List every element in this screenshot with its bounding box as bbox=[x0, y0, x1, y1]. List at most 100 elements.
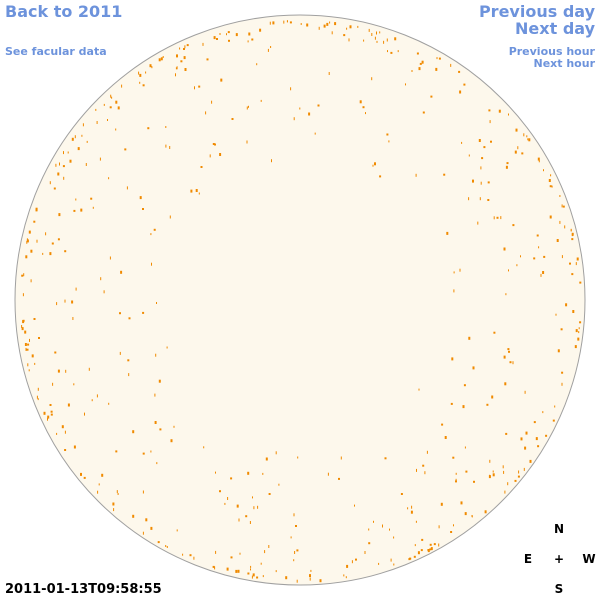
facula bbox=[478, 139, 481, 142]
facula bbox=[22, 293, 24, 297]
facula bbox=[387, 50, 388, 53]
facula bbox=[63, 151, 64, 155]
facula bbox=[451, 357, 454, 361]
facula bbox=[149, 64, 152, 68]
facula bbox=[459, 268, 461, 272]
facula bbox=[430, 547, 433, 551]
previous-day-link[interactable]: Previous day bbox=[478, 2, 595, 21]
facula bbox=[236, 504, 239, 508]
facula bbox=[384, 457, 387, 460]
facula bbox=[368, 542, 371, 545]
back-link[interactable]: Back to 2011 bbox=[5, 2, 123, 21]
facula bbox=[108, 402, 110, 405]
facula bbox=[203, 446, 205, 449]
facula bbox=[67, 403, 70, 407]
facula bbox=[527, 138, 529, 141]
facula bbox=[443, 173, 446, 176]
facula bbox=[492, 470, 494, 473]
facula bbox=[542, 271, 545, 274]
facula bbox=[569, 262, 571, 265]
facula bbox=[471, 515, 473, 517]
facula bbox=[50, 413, 53, 416]
facula bbox=[551, 185, 553, 188]
facula bbox=[463, 384, 466, 387]
facula bbox=[577, 337, 580, 341]
facula bbox=[561, 255, 563, 259]
facula bbox=[142, 490, 144, 494]
facula bbox=[175, 73, 176, 77]
facula bbox=[169, 215, 171, 219]
facula bbox=[47, 415, 50, 419]
facula bbox=[219, 153, 222, 156]
facula bbox=[117, 493, 119, 495]
facula bbox=[73, 383, 75, 386]
facula bbox=[416, 52, 419, 55]
facula bbox=[294, 551, 296, 554]
facula bbox=[33, 220, 36, 223]
facula bbox=[83, 476, 86, 479]
facula bbox=[58, 213, 61, 217]
facula bbox=[103, 290, 105, 294]
facula bbox=[73, 209, 76, 212]
next-hour-link[interactable]: Next hour bbox=[533, 57, 596, 70]
facula bbox=[438, 57, 441, 60]
previous-hour-link[interactable]: Previous hour bbox=[508, 45, 595, 58]
facula bbox=[504, 382, 507, 386]
facula bbox=[359, 100, 362, 104]
facula bbox=[420, 549, 423, 552]
facula bbox=[142, 84, 145, 87]
facula bbox=[450, 63, 452, 67]
facula bbox=[348, 38, 350, 42]
facula bbox=[394, 37, 397, 41]
facula bbox=[379, 31, 381, 34]
facula bbox=[175, 67, 177, 70]
facula bbox=[343, 34, 346, 37]
facula bbox=[108, 177, 110, 180]
facula bbox=[120, 270, 123, 274]
facula bbox=[21, 325, 23, 328]
facula bbox=[239, 552, 241, 555]
facula bbox=[459, 90, 462, 94]
facula bbox=[374, 36, 376, 40]
facula bbox=[383, 40, 385, 44]
facula bbox=[410, 510, 413, 514]
facula bbox=[49, 404, 52, 406]
facula bbox=[509, 361, 512, 364]
facula bbox=[473, 480, 475, 483]
facula bbox=[29, 338, 30, 342]
facula bbox=[455, 480, 457, 483]
facula bbox=[107, 119, 108, 121]
facula bbox=[533, 421, 536, 424]
facula bbox=[64, 449, 67, 451]
facula bbox=[477, 221, 479, 225]
facula bbox=[415, 520, 417, 523]
facula bbox=[504, 490, 506, 494]
facula bbox=[238, 518, 240, 522]
facula bbox=[514, 479, 517, 482]
facula bbox=[92, 206, 94, 209]
next-day-link[interactable]: Next day bbox=[515, 19, 595, 38]
facula bbox=[52, 382, 54, 386]
facula bbox=[193, 556, 195, 560]
facula bbox=[257, 505, 259, 509]
facula bbox=[382, 524, 383, 528]
facula bbox=[564, 225, 566, 229]
facula bbox=[296, 579, 298, 583]
facula bbox=[90, 197, 93, 200]
facula bbox=[267, 48, 269, 52]
facula bbox=[226, 33, 227, 36]
facula bbox=[388, 140, 390, 143]
facula bbox=[265, 457, 268, 461]
facula bbox=[245, 515, 248, 518]
facula bbox=[154, 421, 157, 424]
facula bbox=[455, 472, 457, 475]
facular-link[interactable]: See facular data bbox=[5, 45, 107, 58]
facula bbox=[159, 428, 162, 431]
facula bbox=[75, 287, 77, 291]
facula bbox=[418, 388, 420, 391]
facula bbox=[256, 576, 259, 579]
facula bbox=[84, 412, 85, 416]
facula bbox=[36, 395, 38, 399]
facula bbox=[59, 162, 60, 166]
